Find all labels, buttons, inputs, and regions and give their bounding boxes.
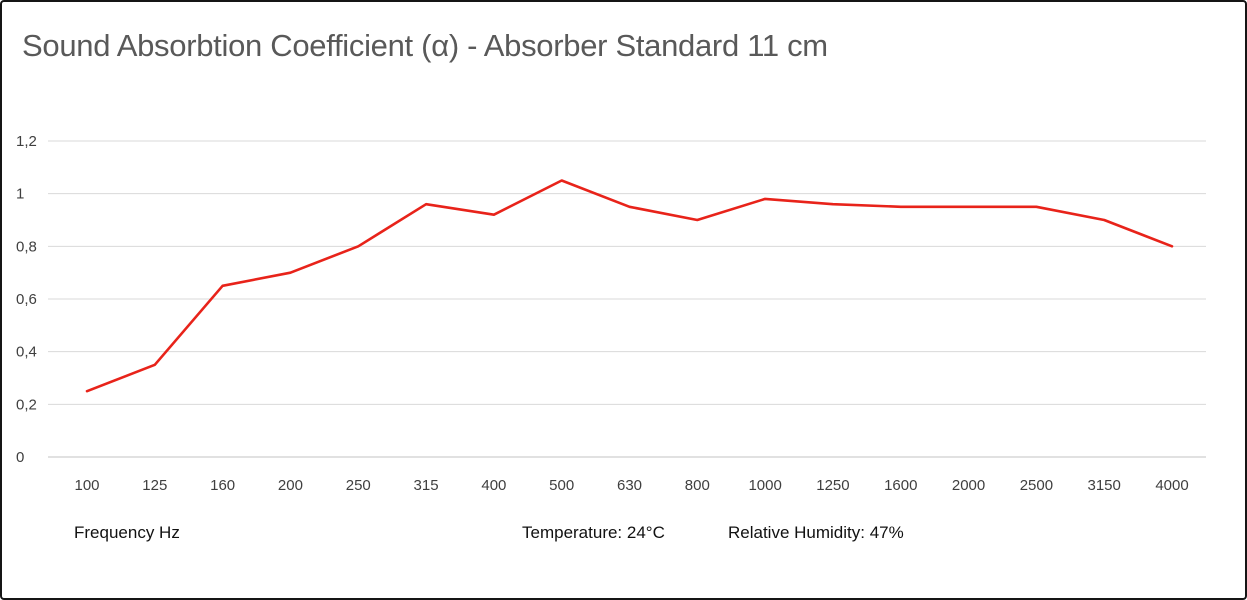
x-axis-tick-label: 800 [685,477,710,494]
x-axis-tick-label: 2500 [1020,477,1053,494]
humidity-label: Relative Humidity: 47% [728,523,904,542]
y-axis-tick-label: 1 [16,186,24,203]
x-axis-tick-label: 4000 [1155,477,1188,494]
x-axis-tick-label: 1250 [816,477,849,494]
y-axis-tick-label: 0,6 [16,291,37,308]
y-axis-tick-label: 0,4 [16,344,37,361]
x-axis-tick-label: 315 [414,477,439,494]
x-axis-tick-label: 160 [210,477,235,494]
y-axis-tick-label: 0 [16,449,24,466]
x-axis-title: Frequency Hz [74,523,180,542]
x-axis-tick-label: 400 [481,477,506,494]
x-axis-tick-label: 2000 [952,477,985,494]
x-axis-tick-label: 1000 [748,477,781,494]
y-axis-tick-label: 1,2 [16,133,37,150]
x-axis-tick-label: 3150 [1088,477,1121,494]
x-axis-tick-label: 100 [74,477,99,494]
x-axis-tick-label: 250 [346,477,371,494]
data-series-line [85,179,1174,393]
x-axis-tick-label: 630 [617,477,642,494]
x-axis-tick-label: 1600 [884,477,917,494]
y-axis-tick-label: 0,8 [16,238,37,255]
x-axis-tick-label: 125 [142,477,167,494]
x-axis-tick-label: 200 [278,477,303,494]
y-axis-tick-label: 0,2 [16,396,37,413]
x-axis-tick-label: 500 [549,477,574,494]
chart-title: Sound Absorbtion Coefficient (α) - Absor… [22,28,828,63]
temperature-label: Temperature: 24°C [522,523,665,542]
